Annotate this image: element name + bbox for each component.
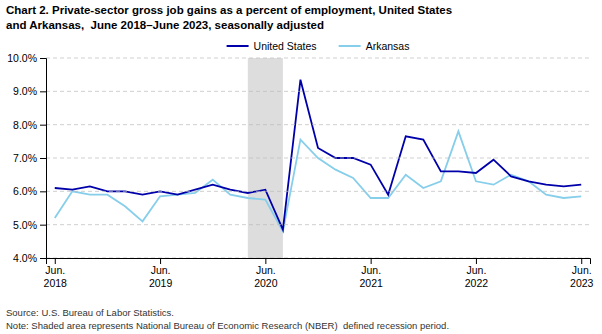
legend-label: Arkansas	[366, 40, 410, 52]
y-tick: 5.0%	[13, 219, 46, 231]
grid-line	[46, 191, 590, 192]
text-line: 2021	[359, 277, 383, 289]
tick-label: 10.0%	[7, 52, 37, 64]
legend-label: United States	[254, 40, 317, 52]
tick-label: Jun.2022	[465, 264, 489, 288]
tick-label: 6.0%	[13, 185, 37, 197]
legend-item: Arkansas	[339, 40, 410, 52]
x-tick: Jun.2023	[570, 258, 594, 289]
tick-mark	[40, 225, 46, 226]
grid	[46, 58, 590, 258]
tick-mark	[40, 125, 46, 126]
text-line: Source: U.S. Bureau of Labor Statistics.	[6, 307, 174, 318]
text-line: Chart 2. Private-sector gross job gains …	[6, 4, 452, 16]
y-tick: 6.0%	[13, 185, 46, 197]
tick-label: Jun.2018	[44, 264, 68, 288]
annotation: Source: U.S. Bureau of Labor Statistics.…	[6, 307, 449, 331]
text-line: Jun.	[256, 264, 276, 276]
legend-swatch	[227, 45, 249, 47]
text-line: Jun.	[467, 264, 487, 276]
text-line: Jun.	[151, 264, 171, 276]
tick-mark	[476, 258, 477, 264]
tick-mark	[581, 258, 582, 264]
chart-svg: Chart 2. Private-sector gross job gains …	[0, 0, 602, 334]
text-line: Jun.	[45, 264, 65, 276]
tick-label: Jun.2019	[149, 264, 173, 288]
y-tick: 9.0%	[13, 85, 46, 97]
legend: United States Arkansas	[227, 40, 410, 52]
tick-mark	[371, 258, 372, 264]
text-line: 2022	[465, 277, 489, 289]
text-line: 2019	[149, 277, 173, 289]
y-tick: 4.0%	[13, 252, 46, 264]
grid-line	[46, 91, 590, 92]
axis-line	[47, 259, 591, 265]
x-tick: Jun.2018	[44, 258, 68, 289]
tick-label: Jun.2020	[254, 264, 278, 288]
x-tick: Jun.2022	[465, 258, 489, 289]
text-line: and Arkansas, June 2018–June 2023, seaso…	[6, 19, 324, 31]
text-line: Jun.	[572, 264, 592, 276]
y-tick: 8.0%	[13, 119, 46, 131]
y-tick: 7.0%	[13, 152, 46, 164]
tick-label: 9.0%	[13, 85, 37, 97]
y-tick: 10.0%	[7, 52, 46, 64]
lines	[55, 80, 581, 232]
tick-mark	[40, 158, 46, 159]
tick-label: Jun.2023	[570, 264, 594, 288]
tick-mark	[40, 191, 46, 192]
tick-mark	[55, 258, 56, 264]
tick-label: 8.0%	[13, 119, 37, 131]
x-tick: Jun.2021	[359, 258, 383, 289]
text-line: 2023	[570, 277, 594, 289]
tick-mark	[265, 258, 266, 264]
series-line	[55, 80, 581, 230]
grid-line	[46, 224, 590, 225]
text-line: 2020	[254, 277, 278, 289]
x-tick: Jun.2019	[149, 258, 173, 289]
tick-mark	[160, 258, 161, 264]
tick-label: 5.0%	[13, 219, 37, 231]
grid-line	[46, 124, 590, 125]
tick-mark	[40, 258, 46, 259]
grid-line	[46, 58, 590, 59]
tick-label: 4.0%	[13, 252, 37, 264]
x-axis: Jun.2018Jun.2019Jun.2020Jun.2021Jun.2022…	[44, 258, 594, 289]
text-line: Jun.	[361, 264, 381, 276]
text-line: Note: Shaded area represents National Bu…	[6, 320, 449, 331]
legend-item: United States	[227, 40, 317, 52]
legend-swatch	[339, 45, 361, 47]
chart-container: Chart 2. Private-sector gross job gains …	[0, 0, 602, 334]
tick-label: 7.0%	[13, 152, 37, 164]
y-axis: 4.0% 5.0% 6.0% 7.0% 8.0% 9.0% 10.0%	[7, 52, 46, 264]
tick-label: Jun.2021	[359, 264, 383, 288]
chart-title: Chart 2. Private-sector gross job gains …	[6, 4, 452, 31]
grid-line	[46, 158, 590, 159]
x-tick: Jun.2020	[254, 258, 278, 289]
text-line: 2018	[44, 277, 68, 289]
tick-mark	[40, 58, 46, 59]
background	[0, 0, 602, 334]
axis-line	[40, 59, 47, 259]
tick-mark	[40, 91, 46, 92]
